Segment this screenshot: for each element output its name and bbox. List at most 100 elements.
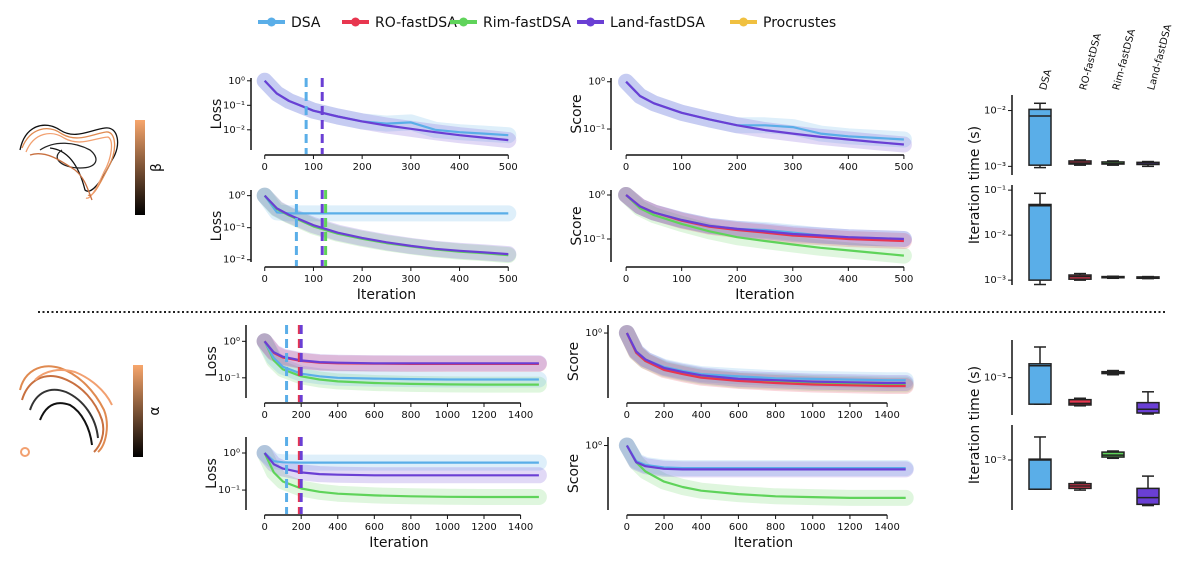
plot-area: [618, 187, 912, 264]
x-tick-label: 200: [292, 410, 311, 421]
x-tick-label: 400: [839, 162, 858, 173]
x-tick-label: 1200: [471, 522, 496, 533]
x-tick-label: 100: [304, 274, 323, 285]
x-tick-label: 400: [450, 274, 469, 285]
line: [263, 452, 539, 464]
y-tick-label: 10⁰: [228, 191, 245, 202]
column-header: Land-fastDSA: [1146, 23, 1174, 92]
y-tick-label: 10⁰: [223, 336, 240, 347]
column-header: DSA: [1038, 68, 1054, 91]
line: [625, 444, 906, 471]
y-tick-label: 10⁰: [585, 328, 602, 339]
plot-area: [618, 325, 914, 394]
x-tick-label: 800: [766, 410, 785, 421]
y-tick-label: 10⁻³: [984, 455, 1006, 466]
x-axis-label: Iteration: [357, 287, 416, 303]
box: [1136, 401, 1160, 414]
y-axis-label: Loss: [204, 458, 220, 489]
x-tick-label: 600: [729, 522, 748, 533]
x-tick-label: 1200: [471, 410, 496, 421]
x-tick-label: 600: [365, 522, 384, 533]
x-tick-label: 0: [624, 522, 630, 533]
x-tick-label: 400: [692, 522, 711, 533]
band: [256, 72, 517, 149]
x-tick-label: 0: [624, 410, 630, 421]
legend-marker: [267, 17, 276, 27]
line: [263, 340, 539, 381]
band: [618, 73, 912, 153]
legend-label: DSA: [291, 15, 321, 31]
line: [625, 444, 906, 499]
plot-area: [256, 445, 547, 505]
x-tick-label: 500: [499, 274, 518, 285]
x-tick-label: 1400: [508, 522, 533, 533]
box: [1068, 398, 1092, 406]
y-axis-label: Iteration time (s): [967, 126, 983, 244]
colorbar: [135, 120, 145, 215]
x-tick-label: 500: [894, 162, 913, 173]
x-tick-label: 400: [692, 410, 711, 421]
line: [263, 340, 539, 386]
x-tick-label: 0: [261, 522, 267, 533]
y-axis-label: Score: [569, 206, 585, 245]
colorbar: [133, 365, 143, 457]
trajectory-illustration-top: [19, 124, 119, 201]
x-tick-label: 200: [655, 522, 674, 533]
x-axis-label: Iteration: [735, 287, 794, 303]
band: [256, 445, 547, 471]
legend-marker: [586, 17, 595, 27]
x-tick-label: 600: [729, 410, 748, 421]
column-header: RO-fastDSA: [1078, 32, 1104, 92]
y-tick-label: 10⁻²: [984, 230, 1006, 241]
y-tick-label: 10⁻¹: [218, 373, 240, 384]
y-axis-label: Score: [566, 342, 582, 381]
y-tick-label: 10⁻¹: [583, 234, 605, 245]
y-tick-label: 10⁻²: [223, 125, 245, 136]
y-tick-label: 10⁻³: [984, 161, 1006, 172]
x-tick-label: 800: [401, 522, 420, 533]
x-tick-label: 400: [328, 410, 347, 421]
x-tick-label: 200: [655, 410, 674, 421]
box: [1028, 108, 1052, 166]
x-tick-label: 100: [672, 274, 691, 285]
box: [1136, 487, 1160, 506]
y-tick-label: 10⁰: [223, 448, 240, 459]
x-tick-label: 1000: [800, 522, 825, 533]
y-tick-label: 10⁻³: [984, 275, 1006, 286]
line: [625, 194, 905, 257]
box: [1028, 363, 1052, 405]
x-tick-label: 400: [450, 162, 469, 173]
x-tick-label: 400: [328, 522, 347, 533]
colorbar-label: α: [147, 406, 163, 415]
band: [256, 187, 517, 222]
x-tick-label: 0: [262, 162, 268, 173]
plot-area: [618, 437, 914, 506]
x-tick-label: 600: [365, 410, 384, 421]
x-tick-label: 0: [623, 162, 629, 173]
legend-label: Procrustes: [763, 15, 836, 31]
legend-label: RO-fastDSA: [375, 15, 457, 31]
y-axis-label: Score: [569, 94, 585, 133]
line: [625, 194, 904, 241]
y-axis-label: Loss: [209, 99, 225, 130]
y-tick-label: 10⁻¹: [223, 100, 245, 111]
x-tick-label: 200: [353, 162, 372, 173]
y-tick-label: 10⁻¹: [218, 485, 240, 496]
plot-area: [256, 72, 517, 149]
x-tick-label: 300: [783, 162, 802, 173]
y-tick-label: 10⁻²: [984, 106, 1006, 117]
x-tick-label: 1400: [874, 522, 899, 533]
x-tick-label: 500: [894, 274, 913, 285]
x-axis-label: Iteration: [734, 535, 793, 551]
line: [263, 194, 509, 256]
x-tick-label: 100: [672, 162, 691, 173]
x-tick-label: 1200: [837, 410, 862, 421]
x-tick-label: 100: [304, 162, 323, 173]
box: [1028, 203, 1052, 281]
x-tick-label: 1000: [435, 522, 460, 533]
y-tick-label: 10⁰: [228, 76, 245, 87]
x-tick-label: 0: [261, 410, 267, 421]
column-header: Rim-fastDSA: [1111, 28, 1138, 92]
x-tick-label: 400: [839, 274, 858, 285]
